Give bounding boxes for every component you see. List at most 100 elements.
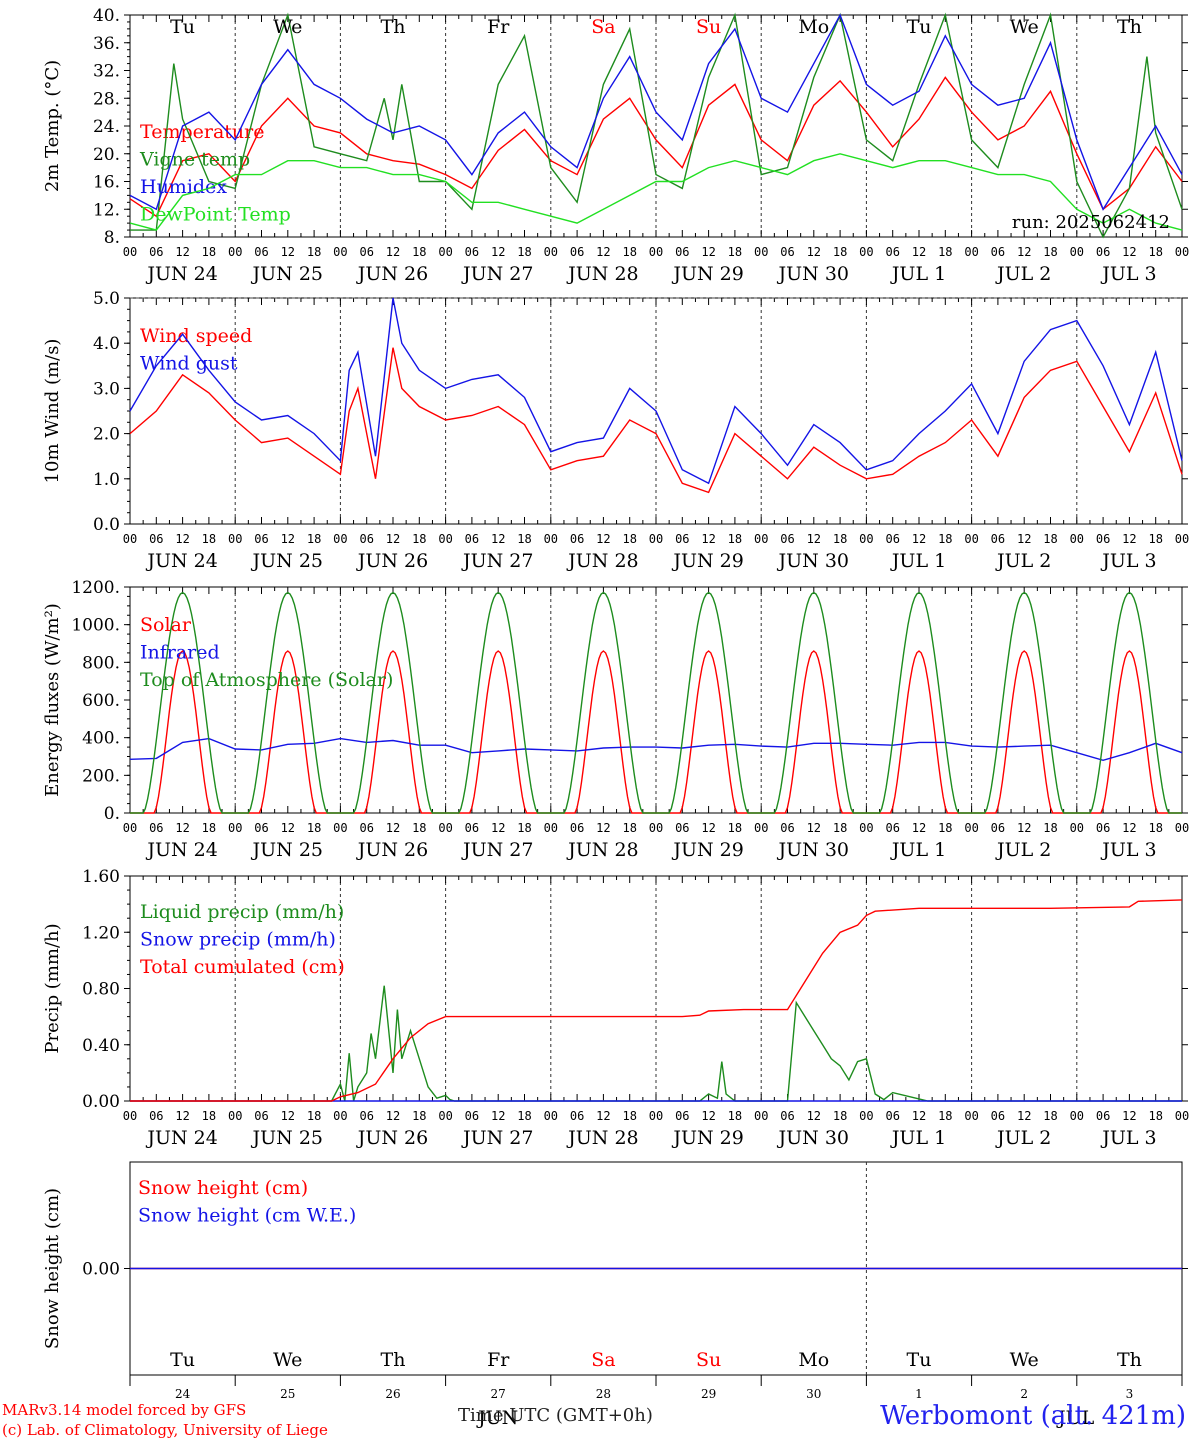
- hour-tick-label: 00: [333, 532, 347, 546]
- day-number-label: 26: [385, 1387, 400, 1401]
- hour-tick-label: 12: [386, 245, 400, 259]
- hour-tick-label: 18: [202, 245, 216, 259]
- series-line-wind-speed: [129, 347, 1183, 494]
- series-line-infrared: [129, 737, 1183, 762]
- legend-entry: Temperature: [140, 121, 264, 143]
- hour-tick-label: 06: [359, 245, 373, 259]
- date-label: JUN 27: [461, 263, 533, 285]
- legend-entry: Wind gust: [140, 353, 238, 375]
- date-label: JUN 25: [251, 263, 323, 285]
- hour-tick-label: 00: [228, 821, 242, 835]
- hour-tick-label: 06: [675, 532, 689, 546]
- hour-tick-label: 06: [149, 821, 163, 835]
- weekday-label: Mo: [798, 1349, 829, 1371]
- date-label: JUN 28: [566, 839, 638, 861]
- hour-tick-label: 06: [149, 1109, 163, 1123]
- day-number-label: 29: [701, 1387, 716, 1401]
- hour-tick-label: 00: [333, 245, 347, 259]
- hour-tick-label: 06: [149, 245, 163, 259]
- date-label: JUL 2: [995, 263, 1051, 285]
- legend-entry: Wind speed: [140, 325, 252, 347]
- hour-tick-label: 18: [728, 245, 742, 259]
- y-tick-label: 32.: [93, 62, 120, 82]
- hour-tick-label: 12: [175, 532, 189, 546]
- hour-tick-label: 18: [412, 821, 426, 835]
- y-tick-label: 16.: [93, 173, 120, 193]
- y-tick-label: 2.0: [93, 425, 120, 445]
- day-number-label: 27: [491, 1387, 506, 1401]
- hour-tick-label: 18: [307, 1109, 321, 1123]
- y-tick-label: 0.80: [82, 980, 120, 1000]
- date-label: JUL 1: [890, 839, 946, 861]
- hour-tick-label: 18: [1148, 532, 1162, 546]
- hour-tick-label: 06: [675, 821, 689, 835]
- date-label: JUL 2: [995, 839, 1051, 861]
- weekday-label: Tu: [907, 16, 932, 38]
- hour-tick-label: 18: [412, 245, 426, 259]
- hour-tick-label: 18: [622, 245, 636, 259]
- series-line-vigne-temp: [130, 12, 1183, 239]
- hour-tick-label: 06: [780, 532, 794, 546]
- date-label: JUN 24: [145, 550, 217, 572]
- hour-tick-label: 12: [491, 821, 505, 835]
- hour-tick-label: 06: [359, 532, 373, 546]
- weekday-label: Th: [381, 1349, 406, 1371]
- date-label: JUL 1: [890, 550, 946, 572]
- hour-tick-label: 18: [307, 245, 321, 259]
- weekday-label: Th: [381, 16, 406, 38]
- hour-tick-label: 00: [123, 532, 137, 546]
- hour-tick-label: 12: [1122, 245, 1136, 259]
- y-tick-label: 400.: [82, 729, 120, 749]
- hour-tick-label: 06: [570, 821, 584, 835]
- hour-tick-label: 18: [622, 1109, 636, 1123]
- hour-tick-label: 12: [281, 1109, 295, 1123]
- hour-tick-label: 18: [938, 821, 952, 835]
- hour-tick-label: 12: [281, 245, 295, 259]
- day-number-label: 2: [1020, 1387, 1028, 1401]
- date-label: JUN 27: [461, 550, 533, 572]
- date-label: JUN 29: [671, 263, 743, 285]
- weekday-label: Mo: [798, 16, 829, 38]
- date-label: JUL 1: [890, 1127, 946, 1149]
- hour-tick-label: 06: [570, 1109, 584, 1123]
- hour-tick-label: 00: [754, 821, 768, 835]
- hour-tick-label: 00: [544, 245, 558, 259]
- legend-entry: Humidex: [140, 176, 227, 198]
- hour-tick-label: 00: [859, 532, 873, 546]
- hour-tick-label: 00: [438, 532, 452, 546]
- credit-line-1: MARv3.14 model forced by GFS: [2, 1401, 247, 1419]
- legend-entry: Total cumulated (cm): [140, 956, 345, 978]
- hour-tick-label: 12: [701, 532, 715, 546]
- hour-tick-label: 00: [1175, 245, 1189, 259]
- hour-tick-label: 18: [833, 1109, 847, 1123]
- hour-tick-label: 18: [1043, 245, 1057, 259]
- hour-tick-label: 12: [596, 821, 610, 835]
- date-label: JUN 27: [461, 1127, 533, 1149]
- hour-tick-label: 18: [1148, 821, 1162, 835]
- weekday-label: We: [1010, 16, 1039, 38]
- hour-tick-label: 12: [1122, 1109, 1136, 1123]
- hour-tick-label: 00: [228, 1109, 242, 1123]
- hour-tick-label: 06: [885, 532, 899, 546]
- hour-tick-label: 18: [622, 532, 636, 546]
- y-axis-label: Snow height (cm): [42, 1188, 63, 1349]
- model-credit: MARv3.14 model forced by GFS (c) Lab. of…: [2, 1400, 328, 1440]
- hour-tick-label: 06: [254, 1109, 268, 1123]
- hour-tick-label: 00: [438, 245, 452, 259]
- hour-tick-label: 00: [544, 821, 558, 835]
- y-axis-label: Precip (mm/h): [42, 923, 63, 1053]
- hour-tick-label: 12: [1017, 532, 1031, 546]
- date-label: JUL 3: [1100, 550, 1156, 572]
- date-label: JUN 29: [671, 1127, 743, 1149]
- hour-tick-label: 00: [438, 1109, 452, 1123]
- y-tick-label: 0.0: [93, 515, 120, 535]
- weekday-label: Tu: [907, 1349, 932, 1371]
- hour-tick-label: 06: [885, 245, 899, 259]
- y-tick-label: 20.: [93, 145, 120, 165]
- day-number-label: 24: [175, 1387, 191, 1401]
- hour-tick-label: 18: [517, 821, 531, 835]
- hour-tick-label: 00: [1070, 821, 1084, 835]
- hour-tick-label: 00: [1175, 1109, 1189, 1123]
- month-label: JUN: [476, 1407, 518, 1429]
